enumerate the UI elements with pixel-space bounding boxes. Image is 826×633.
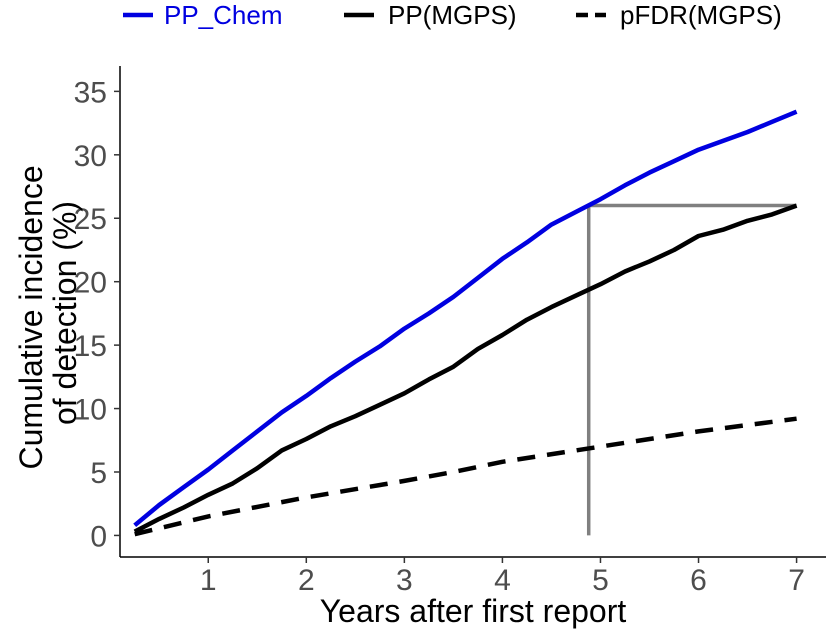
y-axis-title-line-2: of detection (%): [47, 201, 83, 425]
y-tick-label: 15: [74, 330, 107, 363]
y-ticks: 0 5 10 15 20 25 30 35: [74, 76, 120, 553]
y-tick-label: 0: [90, 520, 107, 553]
y-axis-title: Cumulative incidence of detection (%): [13, 156, 83, 469]
x-tick-label: 1: [200, 564, 217, 597]
series-line-pp-chem: [133, 109, 798, 528]
y-tick-label: 35: [74, 76, 107, 109]
y-tick-label: 20: [74, 267, 107, 300]
x-tick-label: 3: [396, 564, 413, 597]
y-tick-label: 5: [90, 457, 107, 490]
y-tick-label: 30: [74, 140, 107, 173]
x-tick-label: 4: [494, 564, 511, 597]
x-axis-title: Years after first report: [320, 593, 627, 629]
legend: PP_Chem PP(MGPS) pFDR(MGPS): [123, 0, 782, 30]
x-ticks: 1 2 3 4 5 6 7: [200, 557, 805, 597]
legend-label-pp-mgps: PP(MGPS): [388, 0, 517, 30]
series-line-pfdr-mgps: [134, 416, 797, 537]
y-tick-label: 10: [74, 394, 107, 427]
axes: [119, 66, 826, 558]
legend-label-pfdr-mgps: pFDR(MGPS): [620, 0, 782, 30]
y-tick-label: 25: [74, 203, 107, 236]
x-tick-label: 7: [788, 564, 805, 597]
x-tick-label: 2: [298, 564, 315, 597]
x-tick-label: 6: [690, 564, 707, 597]
series-line-pp-mgps: [133, 203, 798, 534]
x-tick-label: 5: [592, 564, 609, 597]
plot-lines: [133, 109, 798, 537]
y-axis-title-line-1: Cumulative incidence: [13, 165, 49, 469]
legend-label-pp-chem: PP_Chem: [164, 0, 283, 30]
